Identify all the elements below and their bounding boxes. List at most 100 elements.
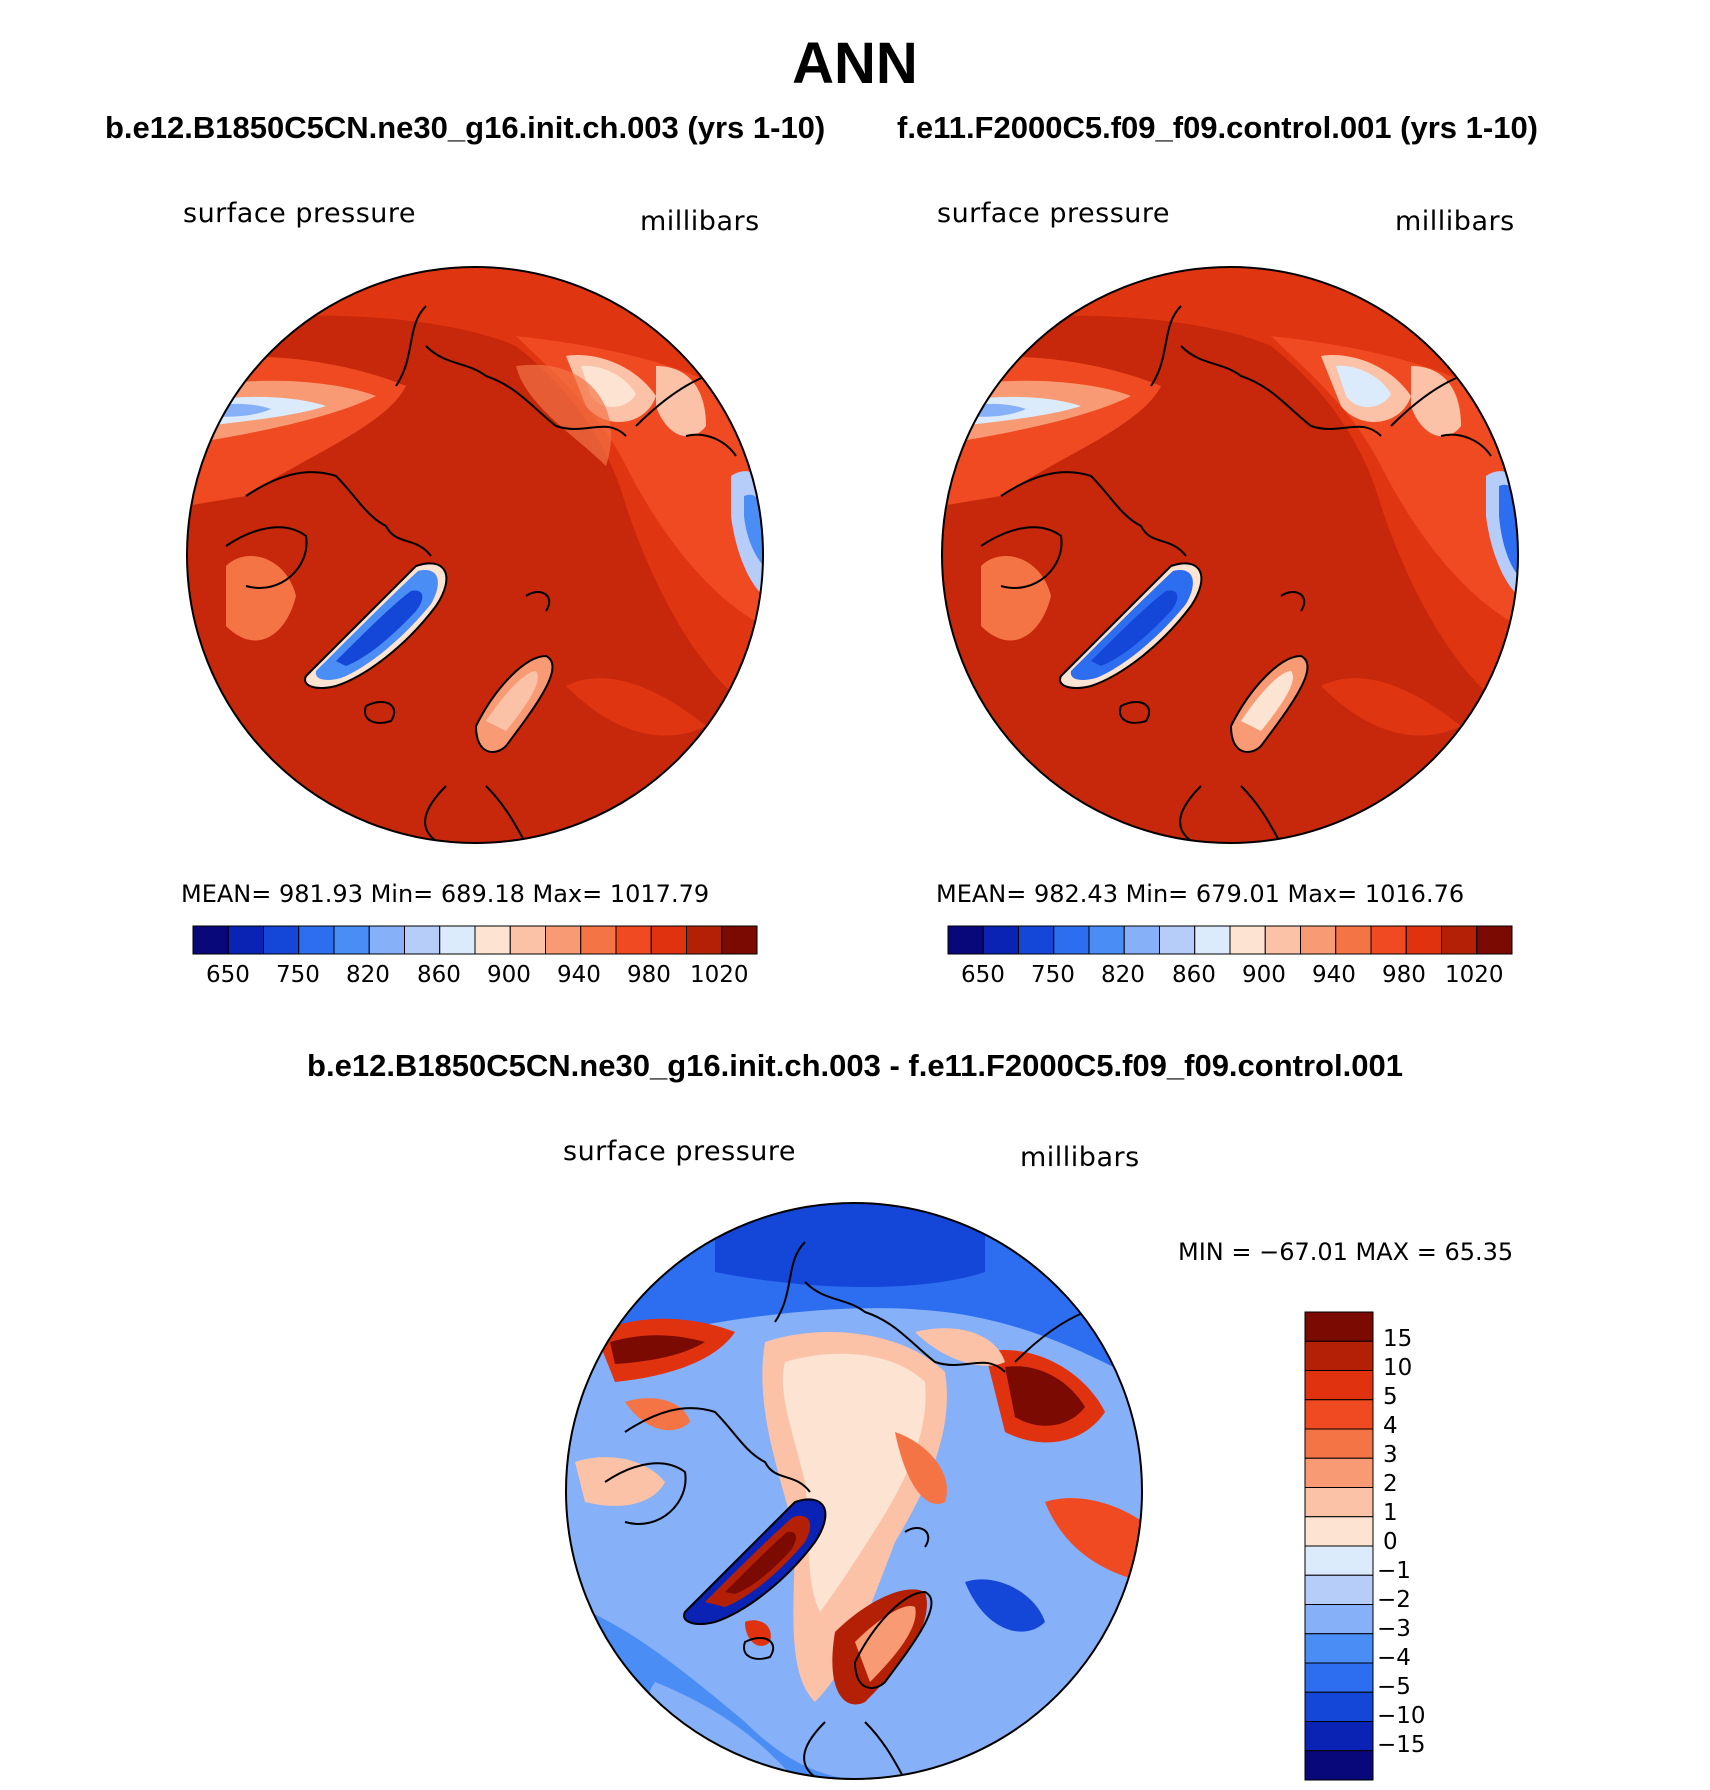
panel2-colorbar-swatch <box>1194 925 1231 955</box>
panel1-colorbar-swatch <box>721 925 758 955</box>
diff-colorbar-swatch <box>1304 1340 1374 1371</box>
panel2-polar-map <box>941 266 1519 844</box>
diff-cb-label: −15 <box>1377 1732 1426 1758</box>
diff-colorbar-swatch <box>1304 1721 1374 1752</box>
panel1-units-label: millibars <box>640 206 760 237</box>
panel2-cb-label: 750 <box>1031 962 1075 988</box>
panel1-stats: MEAN= 981.93 Min= 689.18 Max= 1017.79 <box>181 880 710 908</box>
panel1-colorbar-swatch <box>545 925 582 955</box>
panel2-colorbar-swatch <box>1476 925 1513 955</box>
diff-polar-map <box>565 1202 1143 1780</box>
diff-title: b.e12.B1850C5CN.ne30_g16.init.ch.003 - f… <box>307 1048 1403 1083</box>
panel2-cb-label: 1020 <box>1445 962 1504 988</box>
panel2-cb-label: 650 <box>961 962 1005 988</box>
diff-colorbar-swatch <box>1304 1516 1374 1547</box>
diff-colorbar-swatch <box>1304 1545 1374 1576</box>
diff-colorbar-labels: 15 10 5 4 3 2 1 0 −1 −2 −3 −4 −5 −10 −15 <box>1377 1312 1473 1780</box>
diff-colorbar-swatch <box>1304 1428 1374 1459</box>
panel1-colorbar-swatch <box>333 925 370 955</box>
diff-cb-label: −3 <box>1377 1616 1411 1642</box>
panel1-cb-label: 1020 <box>690 962 749 988</box>
panel2-cb-label: 900 <box>1242 962 1286 988</box>
diff-colorbar-swatch <box>1304 1662 1374 1693</box>
panel2-cb-label: 820 <box>1101 962 1145 988</box>
panel2-colorbar-swatch <box>1335 925 1372 955</box>
diff-colorbar <box>1304 1311 1374 1781</box>
diff-cb-label: −5 <box>1377 1674 1411 1700</box>
diff-variable-label: surface pressure <box>563 1136 796 1167</box>
panel1-colorbar-swatch <box>368 925 405 955</box>
diff-cb-label: 0 <box>1383 1529 1398 1555</box>
panel1-colorbar-swatch <box>298 925 335 955</box>
diff-cb-label: −2 <box>1377 1587 1411 1613</box>
panel2-colorbar-swatch <box>1370 925 1407 955</box>
panel2-case-title: f.e11.F2000C5.f09_f09.control.001 (yrs 1… <box>897 110 1539 145</box>
panel2-colorbar-swatch <box>1441 925 1478 955</box>
diff-colorbar-swatch <box>1304 1633 1374 1664</box>
panel2-colorbar-swatch <box>1053 925 1090 955</box>
diff-cb-label: 3 <box>1383 1442 1398 1468</box>
panel1-map-boundary <box>186 266 764 844</box>
panel2-colorbar-labels: 650 750 820 860 900 940 980 1020 <box>948 962 1512 992</box>
diff-cb-label: 15 <box>1383 1326 1413 1352</box>
diff-colorbar-swatch <box>1304 1370 1374 1401</box>
panel2-colorbar <box>947 925 1513 955</box>
panel1-colorbar-labels: 650 750 820 860 900 940 980 1020 <box>193 962 757 992</box>
diff-colorbar-swatch <box>1304 1399 1374 1430</box>
panel1-colorbar-swatch <box>192 925 229 955</box>
panel2-units-label: millibars <box>1395 206 1515 237</box>
diff-colorbar-swatch <box>1304 1574 1374 1605</box>
panel2-coastlines <box>980 305 1492 843</box>
diff-colorbar-swatch <box>1304 1487 1374 1518</box>
diff-colorbar-swatch <box>1304 1750 1374 1781</box>
panel2-stats: MEAN= 982.43 Min= 679.01 Max= 1016.76 <box>936 880 1465 908</box>
panel2-colorbar-swatch <box>1018 925 1055 955</box>
panel1-colorbar-swatch <box>439 925 476 955</box>
panel2-colorbar-swatch <box>982 925 1019 955</box>
panel1-cb-label: 860 <box>417 962 461 988</box>
panel2-cb-label: 980 <box>1382 962 1426 988</box>
panel1-colorbar-swatch <box>263 925 300 955</box>
diff-cb-label: 4 <box>1383 1413 1398 1439</box>
panel1-colorbar-swatch <box>615 925 652 955</box>
panel1-colorbar <box>192 925 758 955</box>
diff-cb-label: 1 <box>1383 1500 1398 1526</box>
panel2-colorbar-swatch <box>1123 925 1160 955</box>
panel2-map-boundary <box>941 266 1519 844</box>
diff-cb-label: −4 <box>1377 1645 1411 1671</box>
panel2-colorbar-swatch <box>947 925 984 955</box>
diff-cb-label: 10 <box>1383 1355 1413 1381</box>
panel1-colorbar-swatch <box>650 925 687 955</box>
panel1-cb-label: 650 <box>206 962 250 988</box>
panel1-variable-label: surface pressure <box>183 198 416 229</box>
diff-cb-label: −1 <box>1377 1558 1411 1584</box>
diff-colorbar-swatch <box>1304 1691 1374 1722</box>
panel2-variable-label: surface pressure <box>937 198 1170 229</box>
panel1-colorbar-swatch <box>580 925 617 955</box>
panel2-colorbar-swatch <box>1088 925 1125 955</box>
panel1-colorbar-swatch <box>509 925 546 955</box>
diff-units-label: millibars <box>1020 1142 1140 1173</box>
diff-cb-label: 2 <box>1383 1471 1398 1497</box>
panel1-colorbar-swatch <box>686 925 723 955</box>
panel2-cb-label: 860 <box>1172 962 1216 988</box>
panel1-cb-label: 900 <box>487 962 531 988</box>
panel1-coastlines <box>225 305 737 843</box>
panel2-colorbar-swatch <box>1229 925 1266 955</box>
diff-colorbar-swatch <box>1304 1604 1374 1635</box>
panel2-colorbar-swatch <box>1300 925 1337 955</box>
panel2-colorbar-swatch <box>1405 925 1442 955</box>
diff-cb-label: −10 <box>1377 1703 1426 1729</box>
panel1-cb-label: 940 <box>557 962 601 988</box>
figure-title: ANN <box>792 31 918 96</box>
diff-cb-label: 5 <box>1383 1384 1398 1410</box>
diff-coastlines <box>604 1241 1086 1779</box>
panel1-cb-label: 750 <box>276 962 320 988</box>
panel2-colorbar-swatch <box>1264 925 1301 955</box>
panel1-polar-map <box>186 266 764 844</box>
diff-minmax: MIN = −67.01 MAX = 65.35 <box>1178 1238 1514 1266</box>
panel1-case-title: b.e12.B1850C5CN.ne30_g16.init.ch.003 (yr… <box>105 110 826 145</box>
panel2-colorbar-swatch <box>1159 925 1196 955</box>
panel2-cb-label: 940 <box>1312 962 1356 988</box>
panel1-cb-label: 980 <box>627 962 671 988</box>
